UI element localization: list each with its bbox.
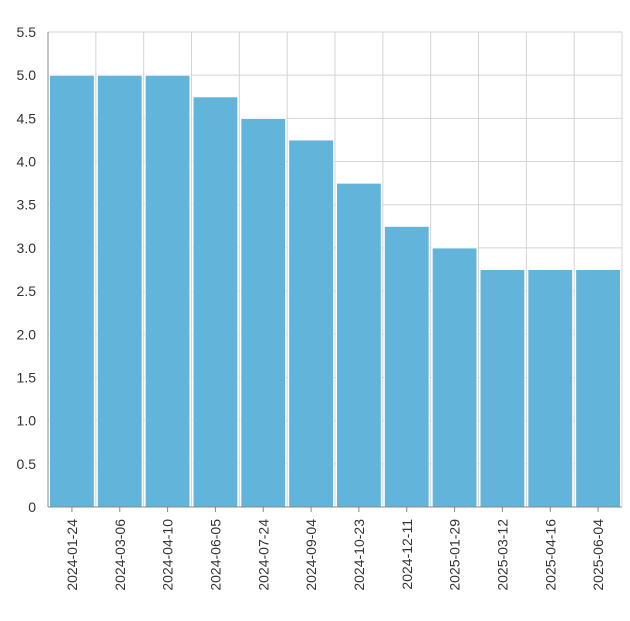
x-tick-label: 2024-07-24 <box>255 519 271 591</box>
bar <box>192 96 239 508</box>
x-tick-label: 2025-04-16 <box>542 519 558 591</box>
y-tick-label: 3.0 <box>17 240 37 256</box>
y-tick-label: 1.5 <box>17 369 37 385</box>
y-tick-label: 2.0 <box>17 326 37 342</box>
x-axis-ticks: 2024-01-24 2024-03-06 2024-04-10 2024-06-05… <box>64 519 606 591</box>
bar <box>96 74 143 508</box>
y-tick-label: 0 <box>28 499 36 515</box>
y-axis-ticks: 0 0.5 1.0 1.5 2.0 2.5 3.0 3.5 4.0 4.5 5.0 5.5 <box>17 24 37 515</box>
x-tick-label: 2024-03-06 <box>112 519 128 591</box>
bar <box>288 139 334 508</box>
bars <box>49 74 622 508</box>
y-tick-label: 5.5 <box>17 24 37 40</box>
y-tick-label: 3.5 <box>17 197 37 213</box>
x-tick-label: 2025-06-04 <box>590 519 606 591</box>
x-tick-label: 2024-04-10 <box>160 519 176 591</box>
y-tick-label: 5.0 <box>17 67 37 83</box>
y-tick-label: 4.0 <box>17 154 37 170</box>
bar <box>383 225 430 508</box>
y-tick-label: 1.0 <box>17 413 37 429</box>
x-tick-label: 2024-06-05 <box>207 519 223 591</box>
bar <box>144 74 191 508</box>
x-tick-label: 2024-12-11 <box>399 519 415 590</box>
bar <box>527 269 574 508</box>
axes <box>47 32 622 512</box>
bar <box>49 74 95 508</box>
bar <box>336 182 382 508</box>
bar <box>240 117 287 508</box>
bar <box>431 247 478 508</box>
x-tick-label: 2024-10-23 <box>351 519 367 591</box>
x-tick-label: 2024-09-04 <box>303 519 319 591</box>
y-tick-label: 2.5 <box>17 283 37 299</box>
bar <box>575 269 622 508</box>
x-tick-label: 2025-03-12 <box>494 519 510 591</box>
x-tick-label: 2025-01-29 <box>447 519 463 591</box>
y-tick-label: 0.5 <box>17 456 37 472</box>
bar <box>479 269 526 508</box>
x-tick-label: 2024-01-24 <box>64 519 80 591</box>
y-tick-label: 4.5 <box>17 110 37 126</box>
